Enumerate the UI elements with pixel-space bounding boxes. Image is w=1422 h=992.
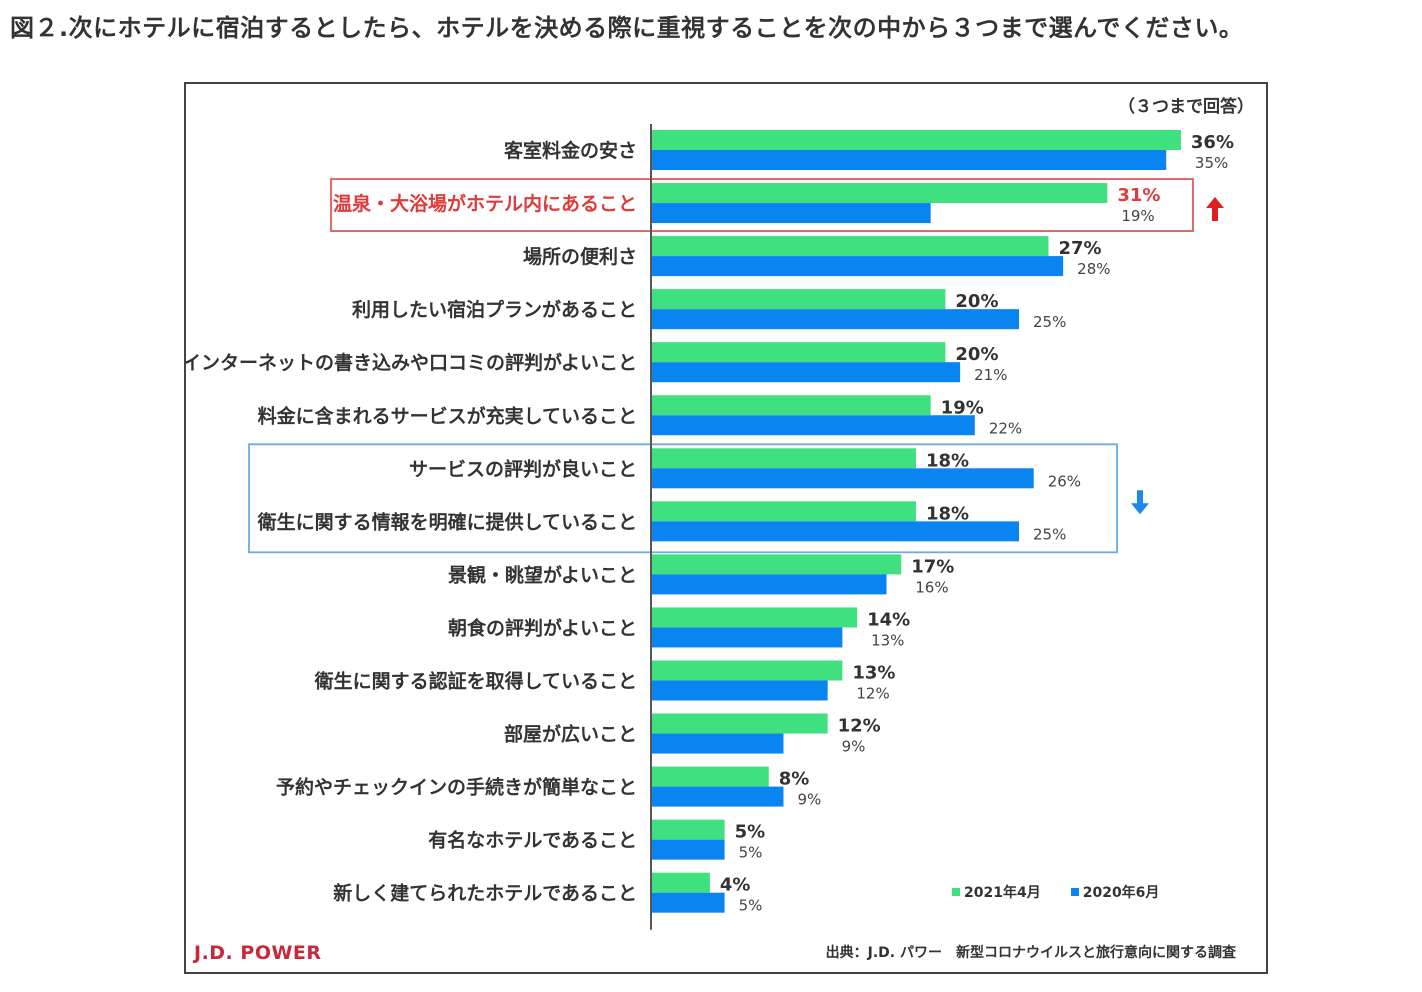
value-label-2021: 8% xyxy=(779,769,810,790)
value-label-2020: 28% xyxy=(1077,260,1110,278)
bar-2020 xyxy=(651,839,725,860)
bar-2020 xyxy=(651,680,828,701)
bar-2021 xyxy=(651,130,1181,150)
category-label: 料金に含まれるサービスが充実していること xyxy=(258,404,637,427)
category-label: 予約やチェックインの手続きが簡単なこと xyxy=(276,776,637,799)
category-label: 衛生に関する情報を明確に提供していること xyxy=(257,510,637,533)
value-label-2021: 27% xyxy=(1058,238,1101,259)
category-label: インターネットの書き込みや口コミの評判がよいこと xyxy=(186,351,637,374)
chart-frame: （３つまで回答） 客室料金の安さ 36% 35% 温泉・大浴場がホテル内にあること 31… xyxy=(184,82,1268,974)
value-label-2021: 18% xyxy=(926,503,969,524)
jd-power-logo: J.D. POWER xyxy=(194,942,322,964)
category-label: 朝食の評判がよいこと xyxy=(448,616,637,639)
answer-note: （３つまで回答） xyxy=(1118,97,1254,117)
legend-swatch-2020 xyxy=(1070,888,1079,896)
bar-2021 xyxy=(651,236,1049,257)
category-label: 利用したい宿泊プランがあること xyxy=(352,298,637,321)
bar-2021 xyxy=(651,872,710,893)
bar-chart: 客室料金の安さ 36%35%温泉・大浴場がホテル内にあること 31%19%場所の便利… xyxy=(186,124,1234,930)
category-label: 新しく建てられたホテルであること xyxy=(333,882,637,905)
bar-2020 xyxy=(651,256,1064,277)
bar-2021 xyxy=(651,448,916,469)
bar-2021 xyxy=(651,289,946,310)
value-label-2020: 21% xyxy=(974,366,1007,384)
legend-swatch-2021 xyxy=(952,888,960,896)
category-label: 温泉・大浴場がホテル内にあること xyxy=(333,192,637,215)
legend-item-2020: 2020年6月 xyxy=(1070,882,1160,902)
value-label-2020: 16% xyxy=(915,578,948,596)
bar-2020 xyxy=(651,786,784,807)
value-label-2021: 31% xyxy=(1117,185,1160,206)
legend-label-2021: 2021年4月 xyxy=(964,885,1041,901)
value-label-2020: 9% xyxy=(797,791,821,809)
category-label: 場所の便利さ xyxy=(523,246,637,268)
category-label: 客室料金の安さ xyxy=(504,139,637,162)
value-label-2020: 9% xyxy=(842,738,866,756)
source-note: 出典：J.D. パワー 新型コロナウイルスと旅行意向に関する調査 xyxy=(825,945,1236,961)
category-label: 部屋が広いこと xyxy=(504,723,637,746)
value-label-2021: 20% xyxy=(955,291,998,312)
value-label-2021: 12% xyxy=(838,716,881,737)
bar-2021 xyxy=(651,819,725,840)
value-label-2020: 35% xyxy=(1195,154,1228,172)
category-label: 景観・眺望がよいこと xyxy=(448,563,637,586)
bar-2021 xyxy=(651,607,858,628)
bar-2021 xyxy=(651,554,902,575)
bar-2020 xyxy=(651,468,1034,489)
value-label-2020: 13% xyxy=(871,631,904,649)
value-label-2020: 25% xyxy=(1033,313,1066,331)
value-label-2020: 5% xyxy=(739,897,763,915)
legend-item-2021: 2021年4月 xyxy=(952,882,1041,902)
value-label-2021: 36% xyxy=(1191,132,1234,153)
bar-2020 xyxy=(651,892,725,913)
bar-2021 xyxy=(651,395,931,416)
legend-label-2020: 2020年6月 xyxy=(1082,885,1160,901)
bar-2021 xyxy=(651,766,769,787)
value-label-2021: 17% xyxy=(911,556,954,577)
bar-2020 xyxy=(651,150,1167,170)
value-label-2020: 12% xyxy=(856,685,889,703)
highlight-box-down xyxy=(248,443,1118,554)
value-label-2020: 25% xyxy=(1033,525,1066,543)
value-label-2020: 22% xyxy=(989,419,1022,437)
bar-2020 xyxy=(651,733,784,754)
bar-2021 xyxy=(651,713,828,734)
value-label-2021: 18% xyxy=(926,450,969,471)
value-label-2020: 26% xyxy=(1048,472,1081,490)
bar-2020 xyxy=(651,627,843,648)
value-label-2021: 20% xyxy=(955,344,998,365)
bar-2021 xyxy=(651,342,946,363)
value-label-2020: 5% xyxy=(739,844,763,862)
bar-2020 xyxy=(651,521,1019,542)
page-title: 図２.次にホテルに宿泊するとしたら、ホテルを決める際に重視することを次の中から３… xyxy=(10,14,1244,42)
bar-2021 xyxy=(651,660,843,681)
category-label: サービスの評判が良いこと xyxy=(409,457,637,480)
bar-2020 xyxy=(651,362,961,383)
value-label-2020: 19% xyxy=(1121,207,1154,225)
value-label-2021: 13% xyxy=(852,663,895,684)
bar-2020 xyxy=(651,574,887,595)
bar-2020 xyxy=(651,309,1019,330)
bar-2021 xyxy=(651,501,916,522)
highlight-box-up xyxy=(330,178,1194,232)
value-label-2021: 19% xyxy=(941,397,984,418)
value-label-2021: 14% xyxy=(867,609,910,630)
value-label-2021: 4% xyxy=(720,875,751,896)
bar-2020 xyxy=(651,203,931,224)
category-label: 有名なホテルであること xyxy=(428,829,637,852)
bar-2020 xyxy=(651,415,975,436)
category-label: 衛生に関する認証を取得していること xyxy=(314,670,637,693)
value-label-2021: 5% xyxy=(735,822,766,843)
up-arrow-icon xyxy=(1206,197,1224,222)
legend: 2021年4月 2020年6月 xyxy=(952,882,1159,902)
down-arrow-icon xyxy=(1131,490,1149,515)
bar-2021 xyxy=(651,183,1108,204)
